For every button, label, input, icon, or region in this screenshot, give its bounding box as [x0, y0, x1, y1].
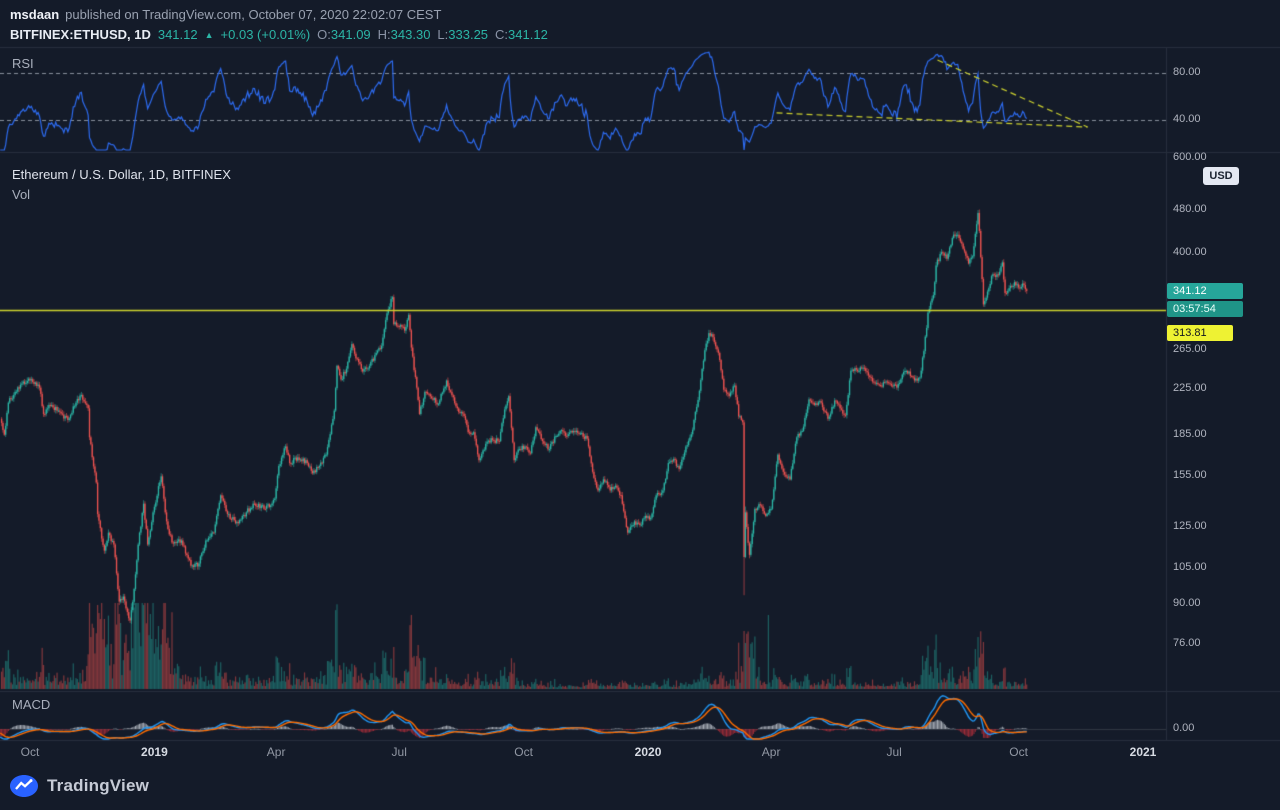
tradingview-logo-icon[interactable] — [10, 775, 38, 797]
volume-label: Vol — [12, 187, 31, 202]
close-value: C:341.12 — [495, 27, 548, 42]
time-axis-label: Oct — [20, 745, 40, 759]
username: msdaan — [10, 7, 60, 22]
footer: TradingView — [10, 775, 149, 797]
time-axis-label: Apr — [761, 745, 781, 759]
price-level-badge[interactable]: 313.81 — [1167, 325, 1233, 341]
time-axis-label: Jul — [391, 745, 407, 759]
rsi-label: RSI — [12, 56, 34, 71]
high-value: H:343.30 — [377, 27, 431, 42]
time-axis-label: Oct — [1009, 745, 1028, 759]
attribution-line: msdaan published on TradingView.com, Octo… — [10, 7, 441, 22]
open-value: O:341.09 — [317, 27, 371, 42]
price-change: +0.03 (+0.01%) — [220, 27, 311, 42]
time-axis-label: 2020 — [634, 745, 662, 759]
chart-title: Ethereum / U.S. Dollar, 1D, BITFINEX — [12, 167, 231, 182]
time-axis-label: Apr — [266, 745, 286, 759]
time-axis-label: 2019 — [141, 745, 168, 759]
symbol-info-line: BITFINEX:ETHUSD, 1D 341.12 ▲ +0.03 (+0.0… — [10, 27, 548, 42]
symbol-name[interactable]: BITFINEX:ETHUSD, 1D — [10, 27, 151, 42]
low-value: L:333.25 — [437, 27, 489, 42]
last-price: 341.12 — [157, 27, 198, 42]
time-axis-label: 2021 — [1129, 745, 1157, 759]
tradingview-wordmark[interactable]: TradingView — [47, 776, 150, 795]
time-axis-label: Oct — [514, 745, 533, 759]
macd-label: MACD — [12, 697, 51, 712]
currency-chip[interactable]: USD — [1203, 167, 1239, 185]
time-axis-label: Jul — [886, 745, 902, 759]
last-price-badge[interactable]: 341.12 — [1167, 283, 1243, 299]
up-arrow-icon: ▲ — [204, 30, 214, 40]
bar-countdown-badge[interactable]: 03:57:54 — [1167, 301, 1243, 317]
published-text: published on TradingView.com, October 07… — [65, 7, 442, 22]
time-axis[interactable]: Oct 2019 Apr Jul Oct 2020 Apr Jul Oct 2021 — [0, 745, 1280, 763]
